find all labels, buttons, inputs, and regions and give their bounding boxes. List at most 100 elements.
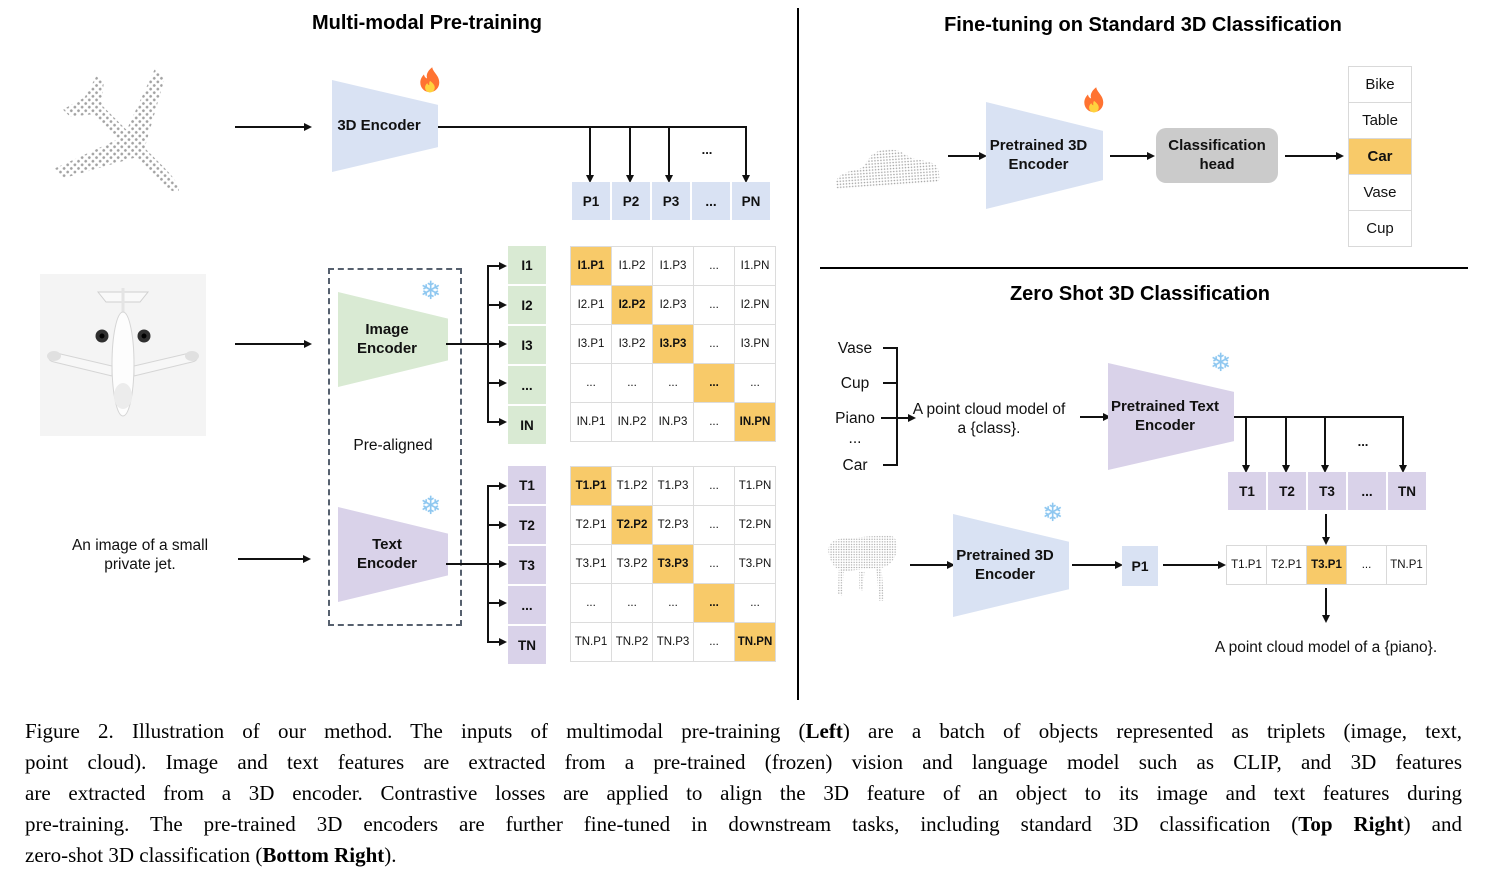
matrix-cell: ... [571,584,611,622]
ellipsis: ... [701,142,713,157]
t-feature-row: T1 T2 T3 ... TN [1228,472,1426,510]
matrix-cell: ... [612,364,652,402]
matrix-cell: ... [694,506,734,544]
matrix-cell: I2.P1 [571,286,611,324]
matrix-cell: T2.PN [735,506,775,544]
line-image-encoder-output [446,343,487,345]
matrix-cell: I2.P3 [653,286,693,324]
matrix-cell: I1.P1 [571,247,611,285]
matrix-cell: ... [694,623,734,661]
arrow-to-in [487,417,507,426]
t-feature-column: T1 T2 T3 ... TN [508,466,546,664]
matrix-cell: T3.P3 [653,545,693,583]
pretrained-3d-encoder-label: Pretrained 3D Encoder [989,136,1088,173]
arrow-p1-to-similarity [1163,560,1226,569]
arrow-encoder-to-p1 [1072,560,1123,569]
matrix-cell: T2.P2 [612,506,652,544]
zeroshot-result: A point cloud model of a {piano}. [1214,639,1438,656]
i-cell: IN [508,406,546,444]
similarity-cell: TN.P1 [1386,545,1427,585]
t-cell: TN [1388,472,1426,510]
matrix-cell: T3.PN [735,545,775,583]
arrow-to-t3 [1320,418,1329,473]
matrix-cell: T3.P2 [612,545,652,583]
matrix-cell: TN.P1 [571,623,611,661]
similarity-cell: T1.P1 [1226,545,1267,585]
snowflake-icon: ❄ [420,491,441,520]
caption-line: are extracted from a 3D encoder. Contras… [25,781,1462,805]
arrow-classes-to-prompt [881,413,916,422]
matrix-cell: T1.P2 [612,467,652,505]
arrow-to-i1 [487,261,507,270]
pre-aligned-box [328,268,462,626]
matrix-cell: T2.P1 [571,506,611,544]
class-option: Cup [1348,210,1412,247]
t-cell: T3 [508,546,546,584]
bracket-tick [883,382,897,384]
caption-line: pre-training. The pre-trained 3D encoder… [25,812,1462,836]
jet-text-input: An image of a small private jet. [71,537,209,574]
matrix-cell: ... [694,467,734,505]
matrix-cell: ... [735,364,775,402]
bracket-line [896,347,898,466]
class-option: Table [1348,102,1412,139]
horizontal-divider [820,267,1468,269]
t-cell: ... [1348,472,1386,510]
class-name-ellipsis: ... [848,430,862,447]
arrow-to-t3 [487,559,507,568]
matrix-cell: ... [694,545,734,583]
matrix-cell: I2.P2 [612,286,652,324]
text-point-similarity-matrix: T1.P1 T1.P2 T1.P3 ... T1.PN T2.P1 T2.P2 … [570,466,776,662]
i-cell: I1 [508,246,546,284]
arrow-to-t1 [1241,418,1250,473]
matrix-cell: I2.PN [735,286,775,324]
pretrained-text-encoder: Pretrained Text Encoder [1108,363,1234,470]
arrow-encoder-to-head [1110,151,1155,160]
classification-head-label: Classification head [1168,136,1266,173]
jet-image [40,274,206,436]
matrix-cell: IN.P3 [653,403,693,441]
matrix-cell: I3.P2 [612,325,652,363]
matrix-cell: I1.PN [735,247,775,285]
line-3d-encoder-output [438,126,747,128]
arrow-to-tn [487,637,507,646]
arrow-to-t-dots [487,598,507,607]
matrix-cell: I1.P2 [612,247,652,285]
line-text-encoder-output [446,563,487,565]
t-cell: ... [508,586,546,624]
bracket-tick [883,464,897,466]
matrix-cell: IN.P1 [571,403,611,441]
matrix-cell: TN.PN [735,623,775,661]
arrow-to-t2 [487,520,507,529]
arrow-t-to-similarity [1321,514,1330,545]
i-feature-column: I1 I2 I3 ... IN [508,246,546,444]
p-feature-row: P1 P2 P3 ... PN [572,182,770,220]
matrix-cell: T1.P1 [571,467,611,505]
t-cell: T1 [1228,472,1266,510]
arrow-piano-to-encoder [910,560,955,569]
snowflake-icon: ❄ [420,276,441,305]
arrow-to-t1 [487,481,507,490]
matrix-cell: ... [694,247,734,285]
arrow-to-p2 [625,128,634,183]
finetune-title: Fine-tuning on Standard 3D Classificatio… [944,14,1342,36]
arrow-to-p3 [664,128,673,183]
snowflake-icon: ❄ [1210,348,1231,377]
matrix-cell: ... [653,364,693,402]
similarity-cell: T2.P1 [1266,545,1307,585]
class-option-selected: Car [1348,138,1412,175]
matrix-cell: ... [694,403,734,441]
flame-icon [1084,87,1104,113]
matrix-cell: TN.P3 [653,623,693,661]
text-encoder-label: Text Encoder [356,535,417,572]
i-cell: I2 [508,286,546,324]
prompt-template: A point cloud model of a {class}. [912,401,1066,438]
t-cell: TN [508,626,546,664]
matrix-cell: ... [694,584,734,622]
arrow-to-i2 [487,300,507,309]
ellipsis: ... [1357,434,1369,449]
arrow-to-i-dots [487,378,507,387]
p1-feature-cell: P1 [1122,546,1158,586]
class-name: Piano [835,410,875,427]
arrow-pointcloud-to-3d-encoder [235,122,312,131]
